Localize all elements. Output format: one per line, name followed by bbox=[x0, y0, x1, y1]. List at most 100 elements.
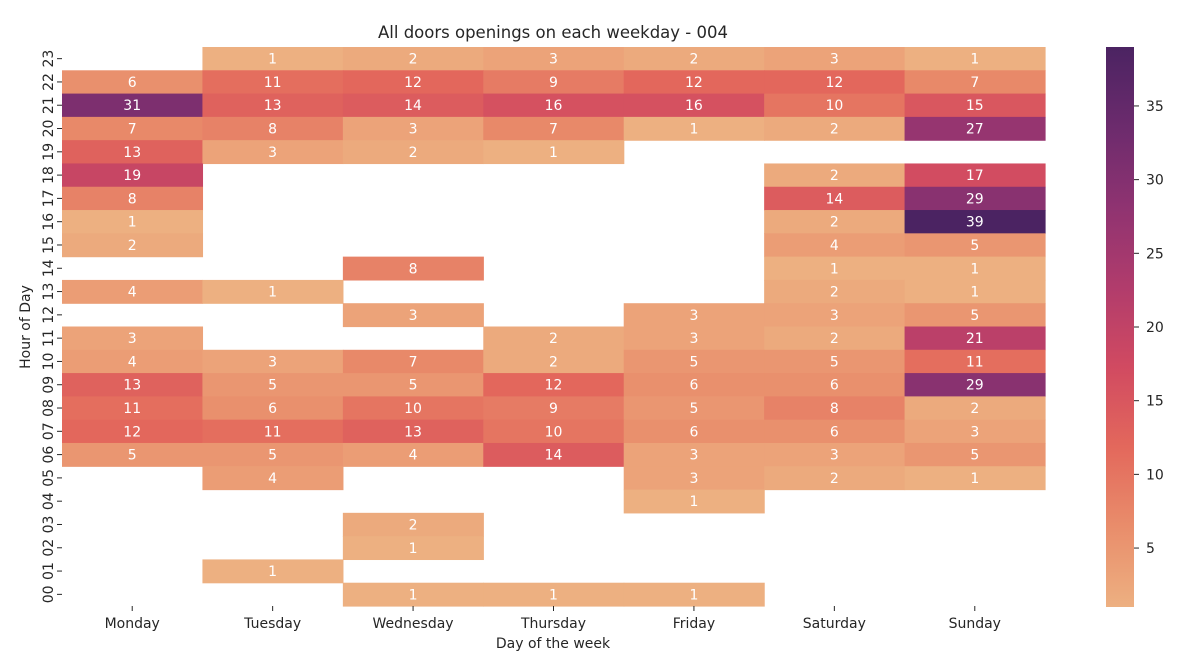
cell-value-label: 14 bbox=[545, 448, 563, 464]
heatmap-cell bbox=[764, 233, 906, 258]
x-tick-label: Wednesday bbox=[373, 616, 454, 632]
y-tick-label: 11 bbox=[41, 329, 57, 347]
heatmap-cell bbox=[764, 116, 906, 141]
cell-value-label: 1 bbox=[409, 587, 418, 603]
y-tick-label: 16 bbox=[41, 213, 57, 231]
heatmap-cell bbox=[764, 303, 906, 328]
heatmap-cell bbox=[62, 442, 204, 467]
cell-value-label: 3 bbox=[409, 122, 418, 138]
cell-value-label: 16 bbox=[545, 98, 563, 114]
cell-value-label: 2 bbox=[830, 122, 839, 138]
chart-title: All doors openings on each weekday - 004 bbox=[378, 23, 728, 42]
y-tick-label: 13 bbox=[41, 283, 57, 301]
cell-value-label: 7 bbox=[970, 75, 979, 91]
heatmap-cell bbox=[483, 396, 625, 421]
heatmap-cell bbox=[483, 116, 625, 141]
cell-value-label: 7 bbox=[549, 122, 558, 138]
cell-value-label: 8 bbox=[268, 122, 277, 138]
heatmap-cell bbox=[904, 373, 1046, 397]
y-axis: 23 22 21 20 19 18 17 16 15 14 13 12 11 10 09 08 07 06 05 04… bbox=[41, 50, 62, 603]
cell-value-label: 5 bbox=[689, 401, 698, 417]
heatmap-cell bbox=[202, 373, 344, 397]
cell-value-label: 11 bbox=[264, 424, 282, 440]
heatmap-cell bbox=[764, 93, 906, 118]
heatmap-cell bbox=[483, 140, 625, 165]
cell-value-label: 31 bbox=[123, 98, 141, 114]
colorbar-tick-label: 35 bbox=[1146, 99, 1164, 115]
heatmap-cell bbox=[483, 419, 625, 444]
cell-value-label: 8 bbox=[409, 261, 418, 277]
colorbar-tick-label: 20 bbox=[1146, 320, 1164, 336]
heatmap-cell bbox=[202, 70, 344, 95]
heatmap-cell bbox=[342, 47, 484, 71]
heatmap-cell bbox=[904, 47, 1046, 71]
heatmap-cell bbox=[62, 93, 204, 118]
cell-value-label: 39 bbox=[966, 215, 984, 231]
cell-value-label: 1 bbox=[689, 122, 698, 138]
y-tick-label: 10 bbox=[41, 353, 57, 371]
heatmap-cell bbox=[764, 47, 906, 71]
heatmap-cell bbox=[904, 303, 1046, 328]
x-tick-label: Monday bbox=[105, 616, 160, 632]
heatmap-cells bbox=[62, 47, 1046, 607]
heatmap-cell bbox=[62, 419, 204, 444]
cell-value-label: 2 bbox=[830, 285, 839, 301]
heatmap-cell bbox=[764, 466, 906, 491]
heatmap-cell bbox=[764, 210, 906, 234]
x-axis-label: Day of the week bbox=[496, 636, 611, 652]
cell-value-label: 1 bbox=[549, 145, 558, 161]
heatmap-cell bbox=[904, 256, 1046, 281]
heatmap-cell bbox=[342, 70, 484, 95]
cell-value-label: 2 bbox=[409, 52, 418, 68]
heatmap-cell bbox=[62, 116, 204, 141]
heatmap-cell bbox=[623, 373, 765, 397]
cell-value-label: 5 bbox=[268, 378, 277, 394]
heatmap-cell bbox=[342, 512, 484, 537]
heatmap-cell bbox=[623, 489, 765, 514]
cell-value-label: 15 bbox=[966, 98, 984, 114]
heatmap-cell bbox=[904, 163, 1046, 188]
heatmap-cell bbox=[904, 70, 1046, 95]
cell-value-label: 12 bbox=[123, 424, 141, 440]
heatmap-cell bbox=[904, 442, 1046, 467]
heatmap-cell bbox=[483, 582, 625, 607]
cell-value-label: 4 bbox=[128, 354, 137, 370]
cell-value-label: 1 bbox=[268, 285, 277, 301]
cell-value-label: 12 bbox=[545, 378, 563, 394]
x-tick-label: Saturday bbox=[803, 616, 866, 632]
heatmap-cell bbox=[202, 466, 344, 491]
heatmap-cell bbox=[764, 419, 906, 444]
heatmap-cell bbox=[202, 419, 344, 444]
heatmap-cell bbox=[483, 70, 625, 95]
cell-value-label: 5 bbox=[128, 448, 137, 464]
colorbar-tick-label: 30 bbox=[1146, 173, 1164, 189]
cell-value-label: 10 bbox=[545, 424, 563, 440]
heatmap-cell bbox=[202, 559, 344, 584]
y-tick-label: 02 bbox=[41, 539, 57, 557]
heatmap-cell bbox=[904, 279, 1046, 304]
cell-value-label: 3 bbox=[830, 52, 839, 68]
cell-value-label: 5 bbox=[409, 378, 418, 394]
cell-value-label: 14 bbox=[825, 191, 843, 207]
cell-value-label: 16 bbox=[685, 98, 703, 114]
heatmap-cell bbox=[202, 140, 344, 165]
cell-value-label: 19 bbox=[123, 168, 141, 184]
x-axis: Monday Tuesday Wednesday Thursday Friday Satu… bbox=[105, 606, 1001, 632]
cell-value-label: 6 bbox=[268, 401, 277, 417]
colorbar bbox=[1106, 47, 1134, 607]
heatmap-cell bbox=[623, 303, 765, 328]
y-tick-label: 06 bbox=[41, 446, 57, 464]
heatmap-cell bbox=[623, 419, 765, 444]
cell-value-label: 8 bbox=[128, 191, 137, 207]
heatmap-cell bbox=[764, 186, 906, 211]
cell-value-label: 1 bbox=[268, 564, 277, 580]
heatmap-cell bbox=[62, 186, 204, 211]
cell-value-label: 1 bbox=[970, 261, 979, 277]
y-tick-label: 15 bbox=[41, 236, 57, 254]
cell-value-label: 12 bbox=[685, 75, 703, 91]
heatmap-cell bbox=[342, 373, 484, 397]
heatmap-cell bbox=[62, 163, 204, 188]
heatmap-cell bbox=[904, 186, 1046, 211]
cell-value-label: 29 bbox=[966, 378, 984, 394]
y-tick-label: 14 bbox=[41, 259, 57, 277]
